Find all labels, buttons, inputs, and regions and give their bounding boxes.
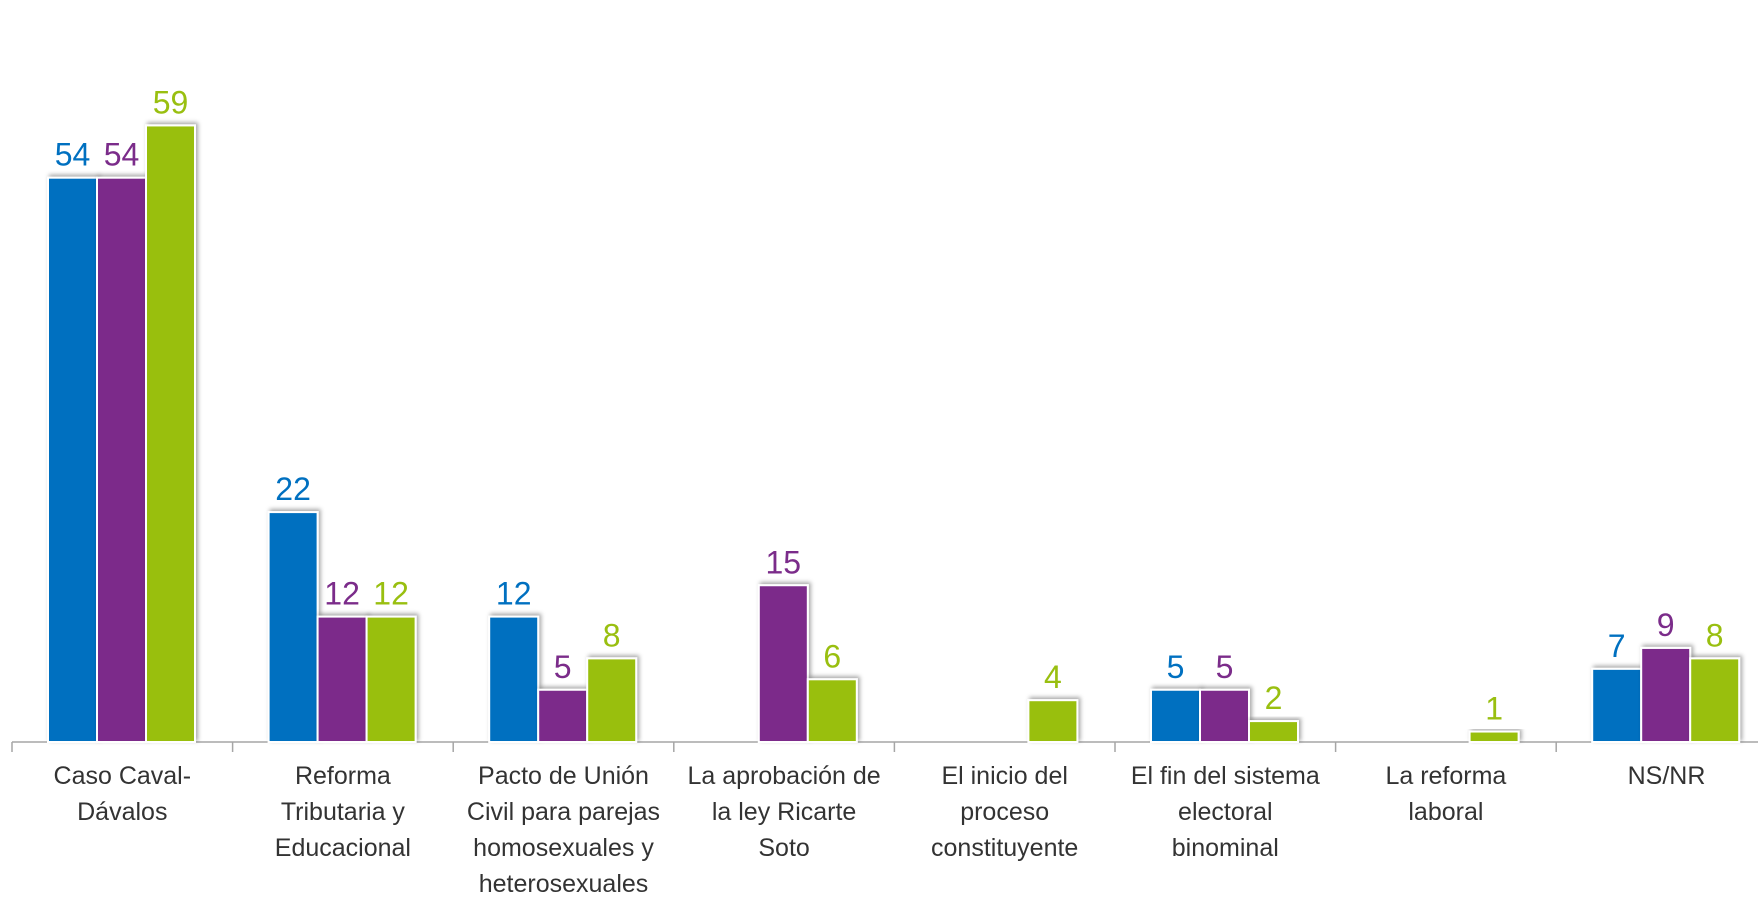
- data-label: 22: [275, 471, 311, 507]
- bar: [97, 178, 146, 742]
- data-label: 59: [153, 84, 189, 120]
- bar: [1690, 658, 1739, 742]
- category-label: La aprobación de la ley Ricarte Soto: [684, 758, 884, 866]
- data-label: 5: [1216, 649, 1234, 685]
- bar: [538, 690, 587, 742]
- data-label: 12: [324, 576, 360, 612]
- bar: [587, 658, 636, 742]
- category-label: El inicio del proceso constituyente: [905, 758, 1105, 866]
- bar: [1200, 690, 1249, 742]
- bar: [318, 617, 367, 742]
- data-label: 5: [1167, 649, 1185, 685]
- bar: [146, 125, 195, 742]
- category-label: Reforma Tributaria y Educacional: [243, 758, 443, 866]
- bar: [1028, 700, 1077, 742]
- data-label: 8: [1706, 617, 1724, 653]
- data-label: 54: [55, 137, 91, 173]
- data-label: 54: [104, 137, 140, 173]
- bar: [1641, 648, 1690, 742]
- bar: [808, 679, 857, 742]
- category-label: NS/NR: [1567, 758, 1758, 794]
- data-label: 1: [1485, 691, 1503, 727]
- bar: [1592, 669, 1641, 742]
- data-label: 12: [373, 576, 409, 612]
- bar: [759, 585, 808, 742]
- data-label: 7: [1608, 628, 1626, 664]
- data-label: 12: [496, 576, 532, 612]
- category-label: La reforma laboral: [1346, 758, 1546, 830]
- data-label: 5: [554, 649, 572, 685]
- bar: [367, 617, 416, 742]
- data-label: 4: [1044, 659, 1062, 695]
- bar: [489, 617, 538, 742]
- bar: [1151, 690, 1200, 742]
- bar: [1470, 732, 1519, 742]
- bar: [1249, 721, 1298, 742]
- data-label: 6: [823, 638, 841, 674]
- category-label: Caso Caval- Dávalos: [22, 758, 222, 830]
- bar: [269, 512, 318, 742]
- bar: [48, 178, 97, 742]
- data-label: 2: [1265, 680, 1283, 716]
- category-label: Pacto de Unión Civil para parejas homose…: [464, 758, 664, 902]
- category-label: El fin del sistema electoral binominal: [1125, 758, 1325, 866]
- data-label: 9: [1657, 607, 1675, 643]
- data-label: 8: [603, 617, 621, 653]
- data-label: 15: [766, 544, 802, 580]
